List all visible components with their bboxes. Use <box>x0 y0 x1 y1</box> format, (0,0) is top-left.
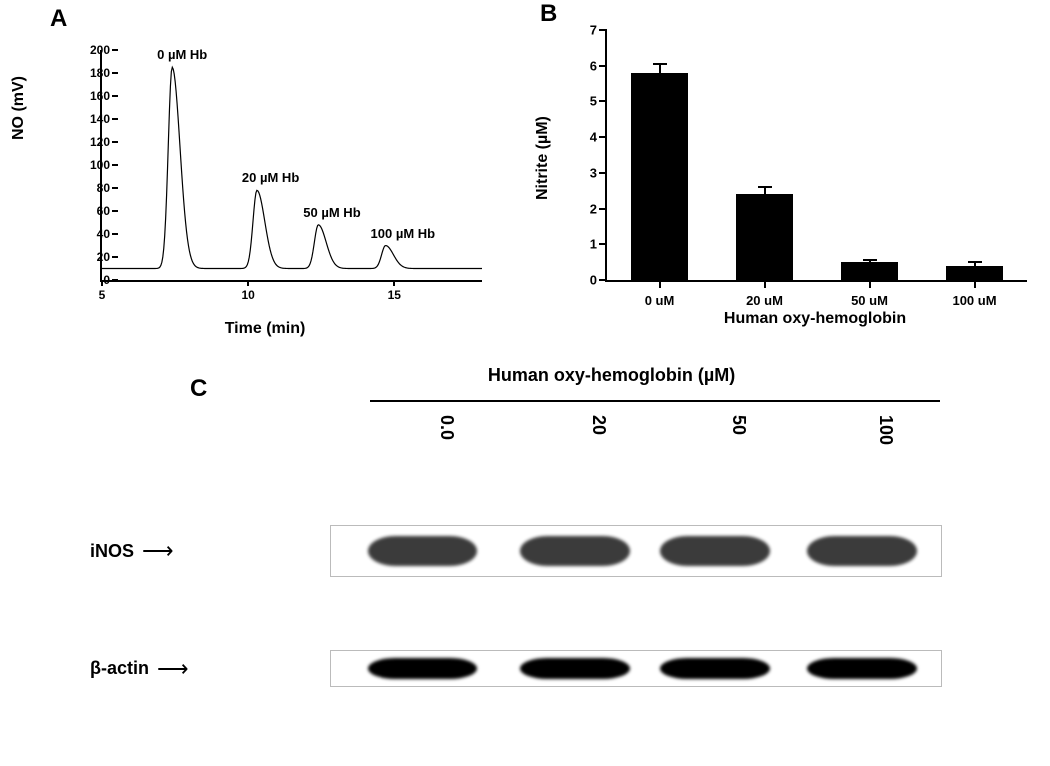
panel-a-ytick-label: 120 <box>80 135 110 149</box>
panel-a-peak-label: 50 µM Hb <box>303 205 360 220</box>
arrow-right-icon: ⟶ <box>142 538 174 564</box>
panel-c-blot-strip <box>330 525 942 577</box>
panel-b-ytick-label: 0 <box>577 273 597 288</box>
panel-a-ylabel: NO (mV) <box>10 76 28 140</box>
panel-b-xtick <box>659 280 661 288</box>
panel-a-ytick <box>112 187 118 189</box>
panel-b-xlabel: Human oxy-hemoglobin <box>724 310 906 328</box>
panel-a-peak-label: 20 µM Hb <box>242 170 299 185</box>
panel-c-band <box>660 658 770 679</box>
panel-b-ytick-label: 1 <box>577 237 597 252</box>
panel-c-header-line <box>370 400 940 402</box>
panel-a-ytick <box>112 279 118 281</box>
panel-b-bar <box>631 73 689 280</box>
panel-b-ytick <box>599 172 607 174</box>
panel-a-ytick <box>112 118 118 120</box>
panel-b-bar <box>736 194 794 280</box>
panel-c-lane-label: 100 <box>875 415 896 445</box>
panel-a-ytick-label: 160 <box>80 89 110 103</box>
panel-a-ytick <box>112 72 118 74</box>
panel-a-ytick <box>112 95 118 97</box>
panel-b-ytick-label: 4 <box>577 130 597 145</box>
panel-a-ytick <box>112 164 118 166</box>
panel-c-band <box>807 536 917 566</box>
panel-c-band <box>520 536 630 566</box>
panel-c-band <box>520 658 630 679</box>
panel-b-chart: Nitrite (µM) 012345670 uM20 uM50 uM100 u… <box>540 0 1040 330</box>
panel-c-band <box>660 536 770 566</box>
panel-a-xtick-label: 5 <box>99 288 106 302</box>
panel-a-chart: NO (mV) 510150 µM Hb20 µM Hb50 µM Hb100 … <box>30 10 500 330</box>
panel-b-errorbar <box>764 187 766 194</box>
panel-b-ylabel: Nitrite (µM) <box>534 116 552 200</box>
panel-c-lane-label: 50 <box>728 415 749 435</box>
panel-b-errorbar-cap <box>863 259 877 261</box>
panel-c-lane-label: 20 <box>588 415 609 435</box>
panel-a-ytick-label: 40 <box>80 227 110 241</box>
panel-a-xtick-label: 15 <box>388 288 401 302</box>
panel-a-peak-label: 0 µM Hb <box>157 47 207 62</box>
panel-b-errorbar-cap <box>968 261 982 263</box>
panel-a-trace-svg <box>102 50 482 280</box>
panel-b-ytick-label: 6 <box>577 58 597 73</box>
panel-b-xtick <box>974 280 976 288</box>
panel-a-ytick-label: 200 <box>80 43 110 57</box>
panel-b-ytick-label: 5 <box>577 94 597 109</box>
panel-a-ytick <box>112 141 118 143</box>
panel-a-xtick <box>393 280 395 286</box>
panel-b-ytick-label: 3 <box>577 165 597 180</box>
panel-a-ytick-label: 20 <box>80 250 110 264</box>
panel-a-ytick <box>112 256 118 258</box>
panel-b-ytick <box>599 65 607 67</box>
panel-c-row-name: β-actin <box>90 658 149 679</box>
panel-b-ytick <box>599 136 607 138</box>
panel-a-ytick <box>112 233 118 235</box>
panel-a-ytick-label: 180 <box>80 66 110 80</box>
panel-a-ytick-label: 140 <box>80 112 110 126</box>
panel-c-band <box>368 658 478 679</box>
panel-b-ytick <box>599 100 607 102</box>
panel-b-plot-area: 012345670 uM20 uM50 uM100 uM <box>605 30 1027 282</box>
panel-a-xtick <box>247 280 249 286</box>
panel-b-xtick <box>764 280 766 288</box>
panel-b-errorbar-cap <box>758 186 772 188</box>
panel-b-ytick <box>599 29 607 31</box>
panel-a-ytick-label: 100 <box>80 158 110 172</box>
panel-b-xtick-label: 20 uM <box>746 293 783 308</box>
panel-c-row-name: iNOS <box>90 541 134 562</box>
panel-b-bar <box>946 266 1004 280</box>
panel-a-xlabel: Time (min) <box>225 320 306 338</box>
panel-c-band <box>807 658 917 679</box>
panel-c-row-label: iNOS ⟶ <box>90 538 174 564</box>
panel-b-ytick <box>599 279 607 281</box>
panel-b-xtick <box>869 280 871 288</box>
panel-c-blot: Human oxy-hemoglobin (µM) 0.02050100iNOS… <box>100 360 950 740</box>
panel-c-blot-strip <box>330 650 942 687</box>
panel-b-ytick-label: 2 <box>577 201 597 216</box>
arrow-right-icon: ⟶ <box>157 656 189 682</box>
panel-c-lane-label: 0.0 <box>436 415 457 440</box>
panel-c-row-label: β-actin ⟶ <box>90 656 189 682</box>
panel-b-ytick <box>599 208 607 210</box>
panel-a-peak-label: 100 µM Hb <box>371 226 436 241</box>
figure-container: A NO (mV) 510150 µM Hb20 µM Hb50 µM Hb10… <box>0 0 1050 766</box>
panel-b-ytick <box>599 243 607 245</box>
panel-a-ytick <box>112 210 118 212</box>
panel-c-band <box>368 536 478 566</box>
panel-a-ytick-label: 80 <box>80 181 110 195</box>
panel-b-errorbar-cap <box>653 63 667 65</box>
panel-a-xtick-label: 10 <box>241 288 254 302</box>
panel-b-ytick-label: 7 <box>577 23 597 38</box>
panel-b-xtick-label: 100 uM <box>952 293 996 308</box>
panel-c-title: Human oxy-hemoglobin (µM) <box>488 365 735 386</box>
panel-a-plot-area: 510150 µM Hb20 µM Hb50 µM Hb100 µM Hb <box>100 50 482 282</box>
panel-a-ytick-label: 0 <box>80 273 110 287</box>
panel-b-xtick-label: 50 uM <box>851 293 888 308</box>
panel-a-ytick <box>112 49 118 51</box>
panel-b-errorbar <box>659 64 661 73</box>
panel-a-ytick-label: 60 <box>80 204 110 218</box>
panel-b-bar <box>841 262 899 280</box>
panel-b-xtick-label: 0 uM <box>645 293 675 308</box>
